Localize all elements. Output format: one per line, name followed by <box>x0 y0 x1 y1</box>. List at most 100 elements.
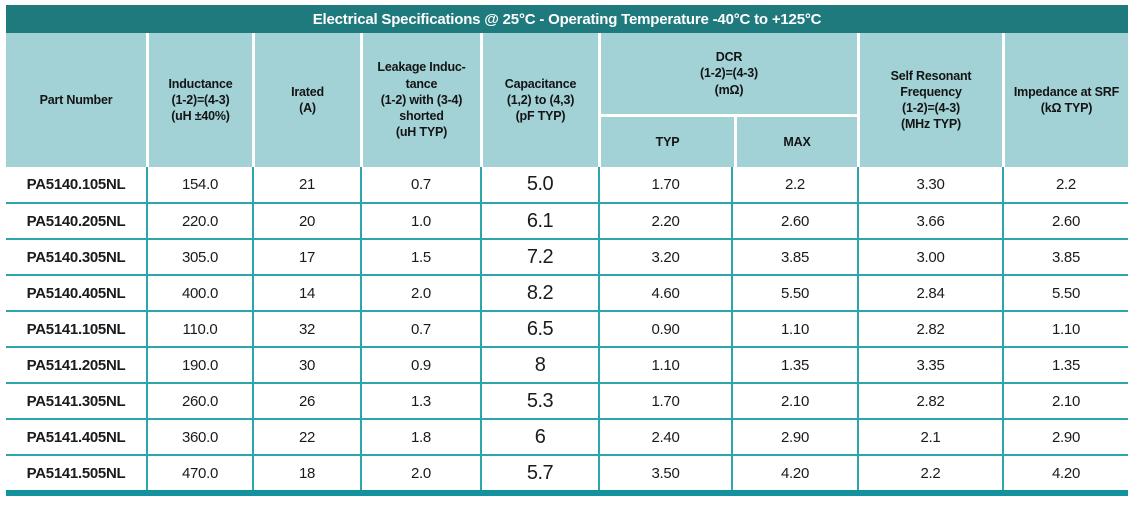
value-cell: 5.0 <box>480 167 598 202</box>
value-cell: 0.9 <box>360 348 480 382</box>
table-row: PA5141.505NL 470.0 18 2.0 5.7 3.50 4.20 2.2 4.20 <box>6 454 1128 490</box>
value-cell: 2.90 <box>731 420 857 454</box>
value-cell: 0.7 <box>360 312 480 346</box>
value-cell: 1.70 <box>598 384 731 418</box>
value-cell: 2.10 <box>1002 384 1128 418</box>
column-header-capacitance: Capacitance (1,2) to (4,3) (pF TYP) <box>480 33 598 167</box>
value-cell: 3.85 <box>1002 240 1128 274</box>
value-cell: 2.40 <box>598 420 731 454</box>
part-number-cell: PA5141.205NL <box>26 356 126 374</box>
column-header-dcr: DCR (1-2)=(4-3) (mΩ) <box>601 33 857 117</box>
value-cell: 2.90 <box>1002 420 1128 454</box>
column-header-dcr-max: MAX <box>734 117 857 167</box>
value-cell: 21 <box>252 167 360 202</box>
part-number-cell: PA5141.105NL <box>26 320 126 338</box>
value-cell: 1.0 <box>360 204 480 238</box>
table-row: PA5141.105NL 110.0 32 0.7 6.5 0.90 1.10 2.82 1.1… <box>6 310 1128 346</box>
column-header-dcr-typ: TYP <box>601 117 734 167</box>
value-cell: 8.2 <box>480 276 598 310</box>
value-cell: 0.7 <box>360 167 480 202</box>
part-number-cell: PA5141.305NL <box>26 392 126 410</box>
value-cell: 14 <box>252 276 360 310</box>
part-number-cell: PA5140.105NL <box>26 176 126 193</box>
value-cell: 4.20 <box>731 456 857 490</box>
value-cell: 3.85 <box>731 240 857 274</box>
value-cell: 1.3 <box>360 384 480 418</box>
table-row: PA5140.105NL 154.0 21 0.7 5.0 1.70 2.2 3.30 2.2 <box>6 167 1128 202</box>
column-header-dcr-group: DCR (1-2)=(4-3) (mΩ) TYP MAX <box>598 33 857 167</box>
value-cell: 30 <box>252 348 360 382</box>
table-row: PA5141.305NL 260.0 26 1.3 5.3 1.70 2.10 2.82 2.1… <box>6 382 1128 418</box>
column-header-irated: Irated (A) <box>252 33 360 167</box>
table-header-row: Part Number Inductance (1-2)=(4-3) (uH ±… <box>6 33 1128 167</box>
table-row: PA5141.205NL 190.0 30 0.9 8 1.10 1.35 3.35 1.35 <box>6 346 1128 382</box>
value-cell: 2.84 <box>857 276 1002 310</box>
value-cell: 154.0 <box>146 167 252 202</box>
value-cell: 2.82 <box>857 312 1002 346</box>
value-cell: 3.30 <box>857 167 1002 202</box>
value-cell: 2.1 <box>857 420 1002 454</box>
value-cell: 1.8 <box>360 420 480 454</box>
column-header-self-resonant-frequency: Self Resonant Frequency (1-2)=(4-3) (MHz… <box>857 33 1002 167</box>
value-cell: 2.10 <box>731 384 857 418</box>
value-cell: 20 <box>252 204 360 238</box>
value-cell: 22 <box>252 420 360 454</box>
table-row: PA5140.405NL 400.0 14 2.0 8.2 4.60 5.50 2.84 5.5… <box>6 274 1128 310</box>
value-cell: 470.0 <box>146 456 252 490</box>
value-cell: 2.2 <box>857 456 1002 490</box>
value-cell: 1.70 <box>598 167 731 202</box>
part-number-cell: PA5140.305NL <box>26 248 126 266</box>
value-cell: 1.35 <box>731 348 857 382</box>
value-cell: 7.2 <box>480 240 598 274</box>
column-header-impedance-at-srf: Impedance at SRF (kΩ TYP) <box>1002 33 1128 167</box>
value-cell: 360.0 <box>146 420 252 454</box>
value-cell: 1.10 <box>1002 312 1128 346</box>
value-cell: 2.2 <box>731 167 857 202</box>
table-row: PA5140.205NL 220.0 20 1.0 6.1 2.20 2.60 3.66 2.6… <box>6 202 1128 238</box>
value-cell: 3.50 <box>598 456 731 490</box>
value-cell: 260.0 <box>146 384 252 418</box>
value-cell: 400.0 <box>146 276 252 310</box>
value-cell: 2.0 <box>360 276 480 310</box>
value-cell: 2.82 <box>857 384 1002 418</box>
part-number-cell: PA5140.405NL <box>26 284 126 302</box>
value-cell: 6.5 <box>480 312 598 346</box>
value-cell: 3.35 <box>857 348 1002 382</box>
spec-table: Electrical Specifications @ 25°C - Opera… <box>6 5 1128 496</box>
value-cell: 3.66 <box>857 204 1002 238</box>
value-cell: 2.60 <box>1002 204 1128 238</box>
value-cell: 4.60 <box>598 276 731 310</box>
value-cell: 17 <box>252 240 360 274</box>
value-cell: 2.2 <box>1002 167 1128 202</box>
value-cell: 3.00 <box>857 240 1002 274</box>
value-cell: 110.0 <box>146 312 252 346</box>
dcr-subheader-row: TYP MAX <box>601 117 857 167</box>
value-cell: 1.5 <box>360 240 480 274</box>
value-cell: 305.0 <box>146 240 252 274</box>
value-cell: 26 <box>252 384 360 418</box>
part-number-cell: PA5141.405NL <box>26 428 126 446</box>
value-cell: 1.35 <box>1002 348 1128 382</box>
value-cell: 1.10 <box>731 312 857 346</box>
value-cell: 18 <box>252 456 360 490</box>
column-header-inductance: Inductance (1-2)=(4-3) (uH ±40%) <box>146 33 252 167</box>
value-cell: 6 <box>480 420 598 454</box>
value-cell: 5.7 <box>480 456 598 490</box>
part-number-cell: PA5140.205NL <box>26 212 126 230</box>
value-cell: 2.0 <box>360 456 480 490</box>
value-cell: 1.10 <box>598 348 731 382</box>
value-cell: 3.20 <box>598 240 731 274</box>
table-row: PA5140.305NL 305.0 17 1.5 7.2 3.20 3.85 3.00 3.8… <box>6 238 1128 274</box>
table-title: Electrical Specifications @ 25°C - Opera… <box>6 5 1128 33</box>
value-cell: 6.1 <box>480 204 598 238</box>
value-cell: 2.60 <box>731 204 857 238</box>
part-number-cell: PA5141.505NL <box>26 464 126 482</box>
value-cell: 4.20 <box>1002 456 1128 490</box>
value-cell: 5.50 <box>731 276 857 310</box>
column-header-leakage-inductance: Leakage Induc- tance (1-2) with (3-4) sh… <box>360 33 480 167</box>
value-cell: 0.90 <box>598 312 731 346</box>
table-row: PA5141.405NL 360.0 22 1.8 6 2.40 2.90 2.1 2.90 <box>6 418 1128 454</box>
column-header-part-number: Part Number <box>6 33 146 167</box>
value-cell: 220.0 <box>146 204 252 238</box>
value-cell: 5.50 <box>1002 276 1128 310</box>
